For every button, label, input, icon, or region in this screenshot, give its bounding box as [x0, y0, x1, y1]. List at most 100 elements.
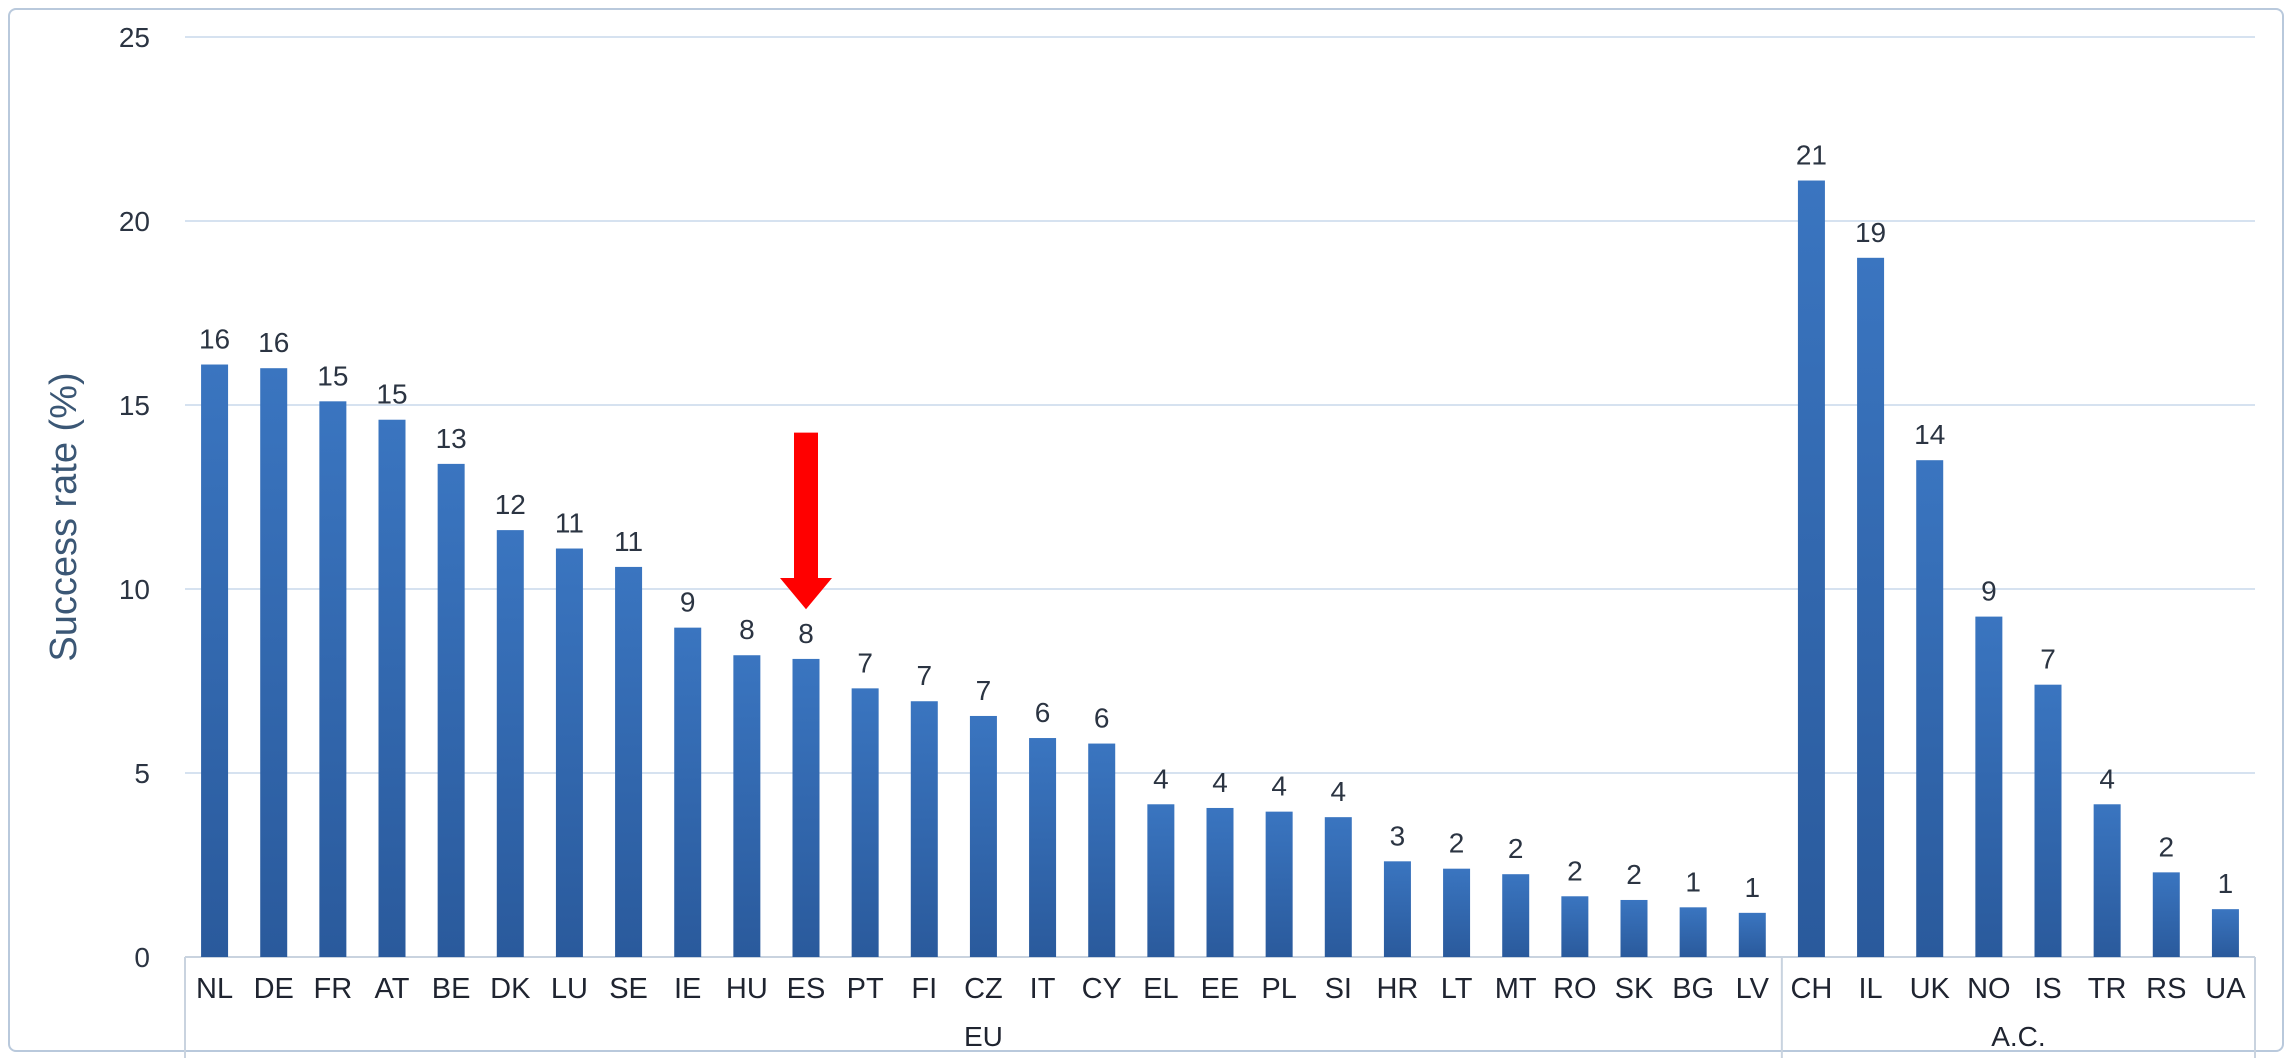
- data-label: 3: [1390, 820, 1406, 851]
- bar: [1620, 899, 1648, 957]
- category-label: LU: [551, 973, 588, 1005]
- data-label: 6: [1094, 703, 1110, 734]
- category-label: EL: [1143, 973, 1178, 1005]
- bar: [1857, 257, 1885, 957]
- bar: [1561, 896, 1589, 957]
- bar: [319, 401, 347, 957]
- category-label: IE: [674, 973, 701, 1005]
- data-label: 16: [199, 324, 230, 355]
- category-label: HR: [1376, 973, 1418, 1005]
- data-label: 4: [1153, 763, 1169, 794]
- bar: [1679, 907, 1707, 957]
- bar: [555, 548, 583, 957]
- y-tick-label: 10: [119, 574, 150, 605]
- data-label: 1: [1744, 872, 1760, 903]
- category-label: SK: [1615, 973, 1654, 1005]
- category-label: AT: [375, 973, 410, 1005]
- data-label: 4: [1330, 776, 1346, 807]
- data-label: 4: [1212, 767, 1228, 798]
- y-tick-label: 0: [134, 942, 150, 973]
- category-label: RS: [2146, 973, 2186, 1005]
- bar: [2034, 684, 2062, 957]
- data-label: 7: [2040, 644, 2056, 675]
- data-label: 2: [1567, 855, 1583, 886]
- data-label: 2: [1449, 828, 1465, 859]
- data-label: 12: [495, 489, 526, 520]
- y-tick-label: 25: [119, 22, 150, 53]
- data-label: 19: [1855, 217, 1886, 248]
- data-label: 2: [1626, 859, 1642, 890]
- bar: [201, 364, 229, 957]
- bar: [1088, 743, 1116, 957]
- category-label: PT: [847, 973, 884, 1005]
- category-label: FR: [314, 973, 353, 1005]
- bars: [201, 180, 2239, 958]
- y-tick-label: 5: [134, 758, 150, 789]
- category-label: LV: [1736, 973, 1770, 1005]
- category-label: CH: [1790, 973, 1832, 1005]
- category-label: EE: [1201, 973, 1240, 1005]
- bar: [792, 658, 820, 957]
- data-label: 4: [2099, 763, 2115, 794]
- bar: [2093, 804, 2121, 957]
- data-label: 15: [317, 360, 348, 391]
- bar: [1265, 811, 1293, 957]
- data-label: 8: [739, 614, 755, 645]
- bar: [1029, 738, 1057, 957]
- data-label: 7: [857, 647, 873, 678]
- bar: [1443, 868, 1471, 957]
- category-label: SE: [609, 973, 648, 1005]
- category-label: NL: [196, 973, 233, 1005]
- category-label: DE: [254, 973, 294, 1005]
- bar: [1797, 180, 1825, 957]
- bar: [1383, 861, 1411, 957]
- gridlines: [185, 36, 2255, 958]
- data-label: 9: [1981, 576, 1997, 607]
- group-label: A.C.: [1991, 1021, 2045, 1052]
- category-label: CZ: [964, 973, 1003, 1005]
- category-label: IS: [2034, 973, 2061, 1005]
- category-label: TR: [2088, 973, 2127, 1005]
- bar: [1738, 912, 1766, 957]
- data-label: 15: [376, 379, 407, 410]
- bar: [969, 715, 997, 957]
- bar: [2211, 909, 2239, 957]
- data-label: 7: [976, 675, 992, 706]
- data-label: 2: [1508, 833, 1524, 864]
- data-label: 8: [798, 618, 814, 649]
- category-label: IT: [1030, 973, 1056, 1005]
- data-label: 14: [1914, 419, 1945, 450]
- red-arrow-icon: [780, 432, 832, 610]
- highlight-arrow: [780, 432, 832, 610]
- bar: [2152, 872, 2180, 957]
- bar: [1916, 460, 1944, 957]
- bar: [851, 688, 879, 957]
- category-label: NO: [1967, 973, 2011, 1005]
- category-label: DK: [490, 973, 531, 1005]
- data-label: 2: [2158, 831, 2174, 862]
- category-label: IL: [1858, 973, 1882, 1005]
- data-label: 13: [436, 423, 467, 454]
- bar: [615, 566, 643, 957]
- data-label: 16: [258, 327, 289, 358]
- bar: [1206, 807, 1234, 957]
- category-label: RO: [1553, 973, 1597, 1005]
- group-label: EU: [964, 1021, 1003, 1052]
- category-label: BG: [1672, 973, 1714, 1005]
- data-label: 11: [555, 508, 584, 539]
- category-groups: EU A.C.: [184, 957, 2256, 1058]
- data-label: 6: [1035, 697, 1051, 728]
- category-label: HU: [726, 973, 768, 1005]
- x-axis-categories: NL DE FR AT BE DK LU SE IE HU ES PT FI CZ IT CY EL EE PL SI…: [196, 973, 2246, 1005]
- category-label: MT: [1495, 973, 1537, 1005]
- data-label: 1: [2218, 868, 2234, 899]
- bar: [910, 701, 938, 957]
- bar: [1502, 874, 1530, 957]
- bar: [1324, 817, 1352, 957]
- data-label: 21: [1796, 140, 1827, 171]
- bar: [733, 655, 761, 957]
- data-label: 1: [1685, 866, 1701, 897]
- category-label: FI: [911, 973, 937, 1005]
